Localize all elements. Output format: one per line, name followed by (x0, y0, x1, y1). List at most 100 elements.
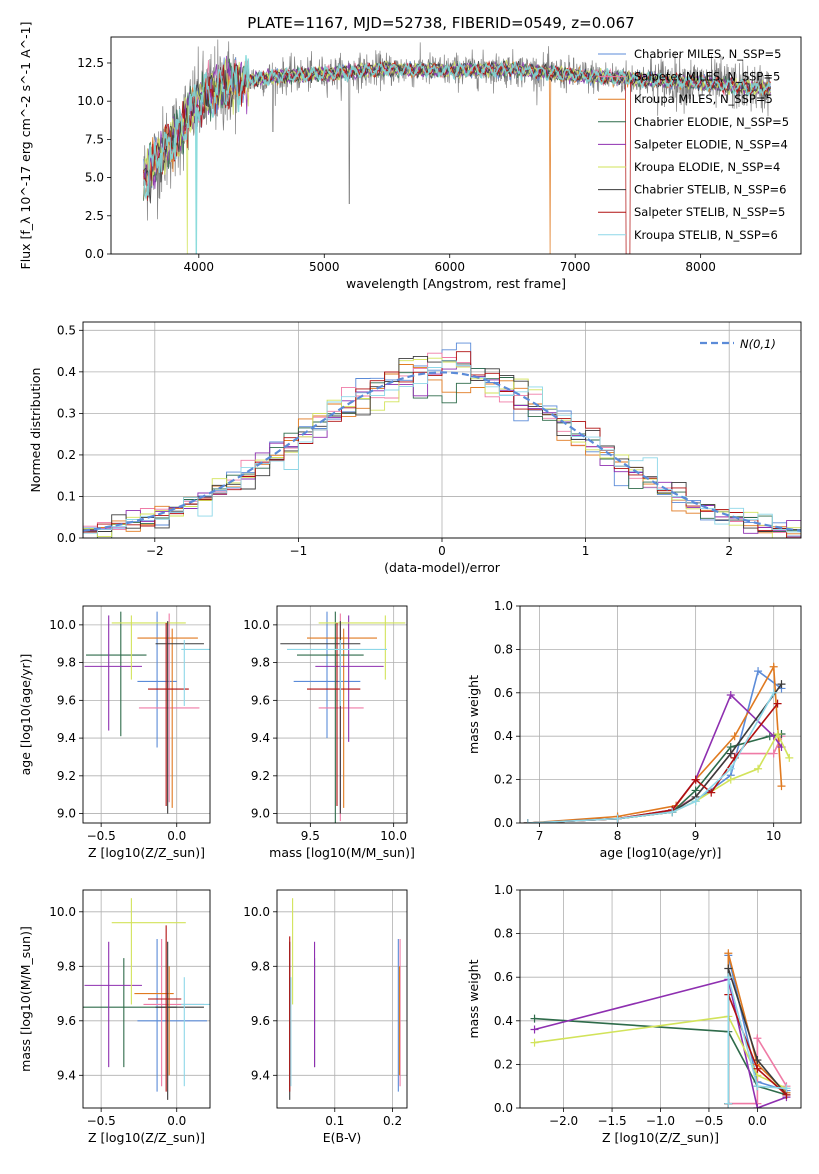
y-axis-label: Flux [f_λ 10^-17 erg cm^-2 s^-1 A^-1] (18, 22, 33, 270)
tick-label-y: 0.0 (85, 247, 104, 261)
tick-label-x: 1 (582, 544, 590, 558)
tick-label-x: 4000 (184, 260, 215, 274)
weight-line-4 (527, 693, 783, 823)
tick-label-y: 9.2 (251, 769, 270, 783)
y-axis-label: age [log10(age/yr)] (18, 654, 33, 776)
weight-marker (724, 949, 733, 958)
weight-marker (773, 730, 782, 739)
y-axis-label: mass weight (466, 675, 481, 754)
tick-label-y: 5.0 (85, 171, 104, 185)
weight-marker (754, 667, 763, 676)
plot-area-age_vs_mass (280, 611, 406, 823)
weight-marker (724, 964, 733, 973)
x-axis-label: Z [log10(Z/Z_sun)] (88, 845, 205, 860)
weight-marker (707, 788, 716, 797)
x-axis-label: Z [log10(Z/Z_sun)] (602, 1130, 719, 1145)
tick-label-y: 9.8 (251, 959, 270, 973)
x-axis-label: mass [log10(M/M_sun)] (269, 845, 415, 860)
panel-weight_vs_age: 7 8 9 10 0.0 0.2 0.4 0.6 0.8 1.0 age [log10(age/yr… (466, 599, 802, 860)
plot-area-weight_vs_age (523, 662, 794, 823)
tick-label-y: 9.8 (57, 656, 76, 670)
tick-label-x: 9 (692, 829, 700, 843)
legend-label-1: Salpeter MILES, N_SSP=5 (634, 70, 780, 84)
weight-marker (726, 775, 735, 784)
tick-label-y: 0.0 (494, 816, 513, 830)
plot-area-residuals (83, 342, 801, 538)
reference-legend-label: N(0,1) (740, 337, 776, 351)
tick-label-x: 0.2 (383, 1114, 402, 1128)
weight-marker (753, 1082, 762, 1091)
tick-label-x: 7 (536, 829, 544, 843)
panel-age_vs_Z: −0.5 0.0 9.0 9.2 9.4 9.6 9.8 10.0 Z [log10(Z/Z_s… (18, 605, 211, 860)
tick-label-y: 0.8 (494, 927, 513, 941)
tick-label-y: 9.4 (57, 731, 76, 745)
tick-label-y: 10.0 (243, 618, 270, 632)
tick-label-y: 9.8 (57, 959, 76, 973)
tick-label-y: 0.4 (57, 365, 76, 379)
tick-label-y: 10.0 (243, 905, 270, 919)
tick-label-x: 0.0 (167, 1114, 186, 1128)
normal-reference-curve (83, 371, 801, 532)
panel-spectrum: 4000 5000 6000 7000 8000 0.0 2.5 5.0 7.5 10.0 12.5… (18, 22, 802, 291)
weight-line-3 (534, 1017, 787, 1096)
legend-label-7: Salpeter STELIB, N_SSP=5 (634, 205, 785, 219)
panel-mass_vs_Z: −0.5 0.0 9.4 9.6 9.8 10.0 Z [log10(Z/Z_sun)] ma… (18, 889, 211, 1145)
legend-label-2: Kroupa MILES, N_SSP=5 (634, 92, 773, 106)
legend-label-4: Salpeter ELODIE, N_SSP=4 (634, 137, 788, 151)
axes-frame (82, 605, 211, 824)
x-axis-label: wavelength [Angstrom, rest frame] (346, 276, 566, 291)
tick-label-y: 9.6 (57, 1014, 76, 1028)
tick-label-y: 2.5 (85, 209, 104, 223)
y-axis-label: mass [log10(M/M_sun)] (18, 926, 33, 1072)
y-axis-label: mass weight (466, 959, 481, 1038)
weight-marker (726, 749, 735, 758)
weight-marker (724, 1099, 733, 1108)
weight-marker (530, 1014, 539, 1023)
weight-line-8 (727, 976, 787, 1104)
tick-label-y: 0.0 (57, 531, 76, 545)
tick-label-y: 0.0 (494, 1101, 513, 1115)
tick-label-y: 9.2 (57, 769, 76, 783)
tick-label-x: −0.5 (87, 829, 116, 843)
x-axis-label: (data-model)/error (384, 560, 501, 575)
weight-line-4 (534, 978, 787, 1108)
weight-marker (753, 1104, 762, 1108)
tick-label-x: 8000 (685, 260, 716, 274)
legend-label-6: Chabrier STELIB, N_SSP=6 (634, 183, 786, 197)
legend-label-8: Kroupa STELIB, N_SSP=6 (634, 228, 778, 242)
weight-marker (777, 782, 786, 791)
tick-label-x: 2 (725, 544, 733, 558)
weight-marker (769, 662, 778, 671)
tick-label-x: 0.0 (748, 1114, 767, 1128)
tick-label-x: −2 (146, 544, 164, 558)
tick-label-x: 7000 (560, 260, 591, 274)
weight-marker (769, 749, 778, 758)
legend-label-5: Kroupa ELODIE, N_SSP=4 (634, 160, 780, 174)
tick-label-y: 0.2 (494, 1057, 513, 1071)
axes-frame (82, 321, 802, 539)
tick-label-x: −1.0 (646, 1114, 675, 1128)
tick-label-x: 0 (438, 544, 446, 558)
axes-frame (519, 889, 802, 1109)
plot-area-age_vs_Z (84, 611, 210, 814)
weight-marker (530, 1038, 539, 1047)
weight-marker (785, 753, 794, 762)
tick-label-y: 1.0 (494, 883, 513, 897)
legend-label-3: Chabrier ELODIE, N_SSP=5 (634, 115, 789, 129)
weight-marker (782, 1084, 791, 1093)
tick-label-x: 10 (766, 829, 781, 843)
axes-frame (110, 36, 802, 255)
panel-mass_vs_EBV: 0.1 0.2 9.4 9.6 9.8 10.0 E(B-V) (243, 889, 408, 1145)
tick-label-y: 10.0 (49, 905, 76, 919)
tick-label-x: −0.5 (87, 1114, 116, 1128)
weight-marker (753, 1064, 762, 1073)
weight-marker (769, 688, 778, 697)
weight-marker (691, 797, 700, 806)
tick-label-y: 7.5 (85, 132, 104, 146)
histogram-8 (83, 360, 801, 538)
axes-frame (519, 605, 802, 824)
tick-label-y: 1.0 (494, 599, 513, 613)
weight-marker (613, 814, 622, 823)
plot-area-weight_vs_Z (530, 949, 791, 1108)
